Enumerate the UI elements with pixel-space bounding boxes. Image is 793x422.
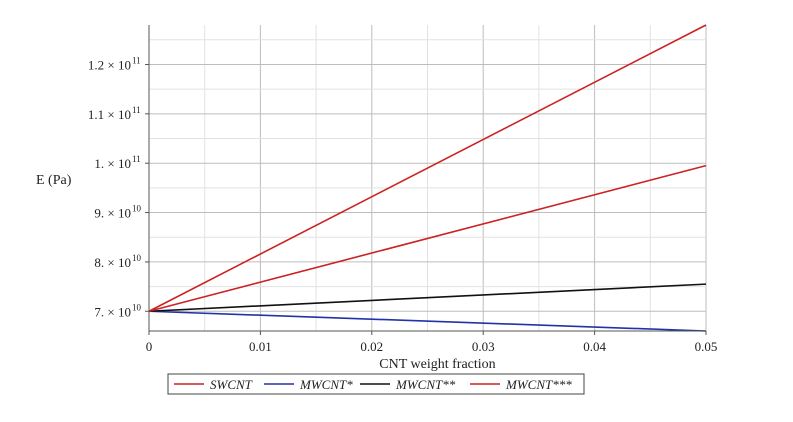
y-tick-exponent: 10: [132, 253, 142, 263]
y-tick-exponent: 11: [132, 55, 141, 65]
legend-label: MWCNT**: [395, 377, 456, 392]
legend-label: MWCNT*: [299, 377, 353, 392]
y-tick-label: 1.2 × 10: [88, 57, 131, 72]
y-tick-labels: 7. × 10 108. × 10 109. × 10 101. × 10 111.1 …: [88, 55, 149, 319]
y-tick-exponent: 10: [132, 302, 142, 312]
series-lines: [148, 24, 707, 332]
series-line-mwcntsss: [148, 164, 707, 313]
y-tick-label: 9. × 10: [94, 206, 131, 221]
y-tick-exponent: 11: [132, 105, 141, 115]
axes: [148, 25, 706, 332]
x-tick-label: 0: [146, 339, 153, 354]
x-axis-label: CNT weight fraction: [379, 357, 495, 372]
y-tick-exponent: 10: [132, 204, 142, 214]
x-tick-label: 0.01: [249, 339, 272, 354]
legend-label: SWCNT: [210, 377, 253, 392]
y-tick-label: 8. × 10: [94, 255, 131, 270]
x-tick-label: 0.04: [583, 339, 606, 354]
y-tick-label: 7. × 10: [94, 304, 131, 319]
grid-lines: [149, 25, 707, 331]
x-tick-label: 0.03: [472, 339, 495, 354]
y-tick-label: 1.1 × 10: [88, 107, 131, 122]
legend-label: MWCNT***: [505, 377, 572, 392]
series-line-swcnt: [148, 24, 707, 312]
legend: SWCNT MWCNT* MWCNT** MWCNT***: [167, 373, 585, 395]
x-tick-labels: 0 0.01 0.02 0.03 0.04 0.05: [146, 331, 718, 354]
y-axis-label: E (Pa): [36, 173, 72, 188]
series-line-mwcntss: [148, 283, 707, 313]
x-tick-label: 0.02: [360, 339, 383, 354]
y-tick-exponent: 11: [132, 154, 141, 164]
series-line-mwcnts: [148, 310, 707, 332]
x-tick-label: 0.05: [695, 339, 718, 354]
y-tick-label: 1. × 10: [94, 156, 131, 171]
